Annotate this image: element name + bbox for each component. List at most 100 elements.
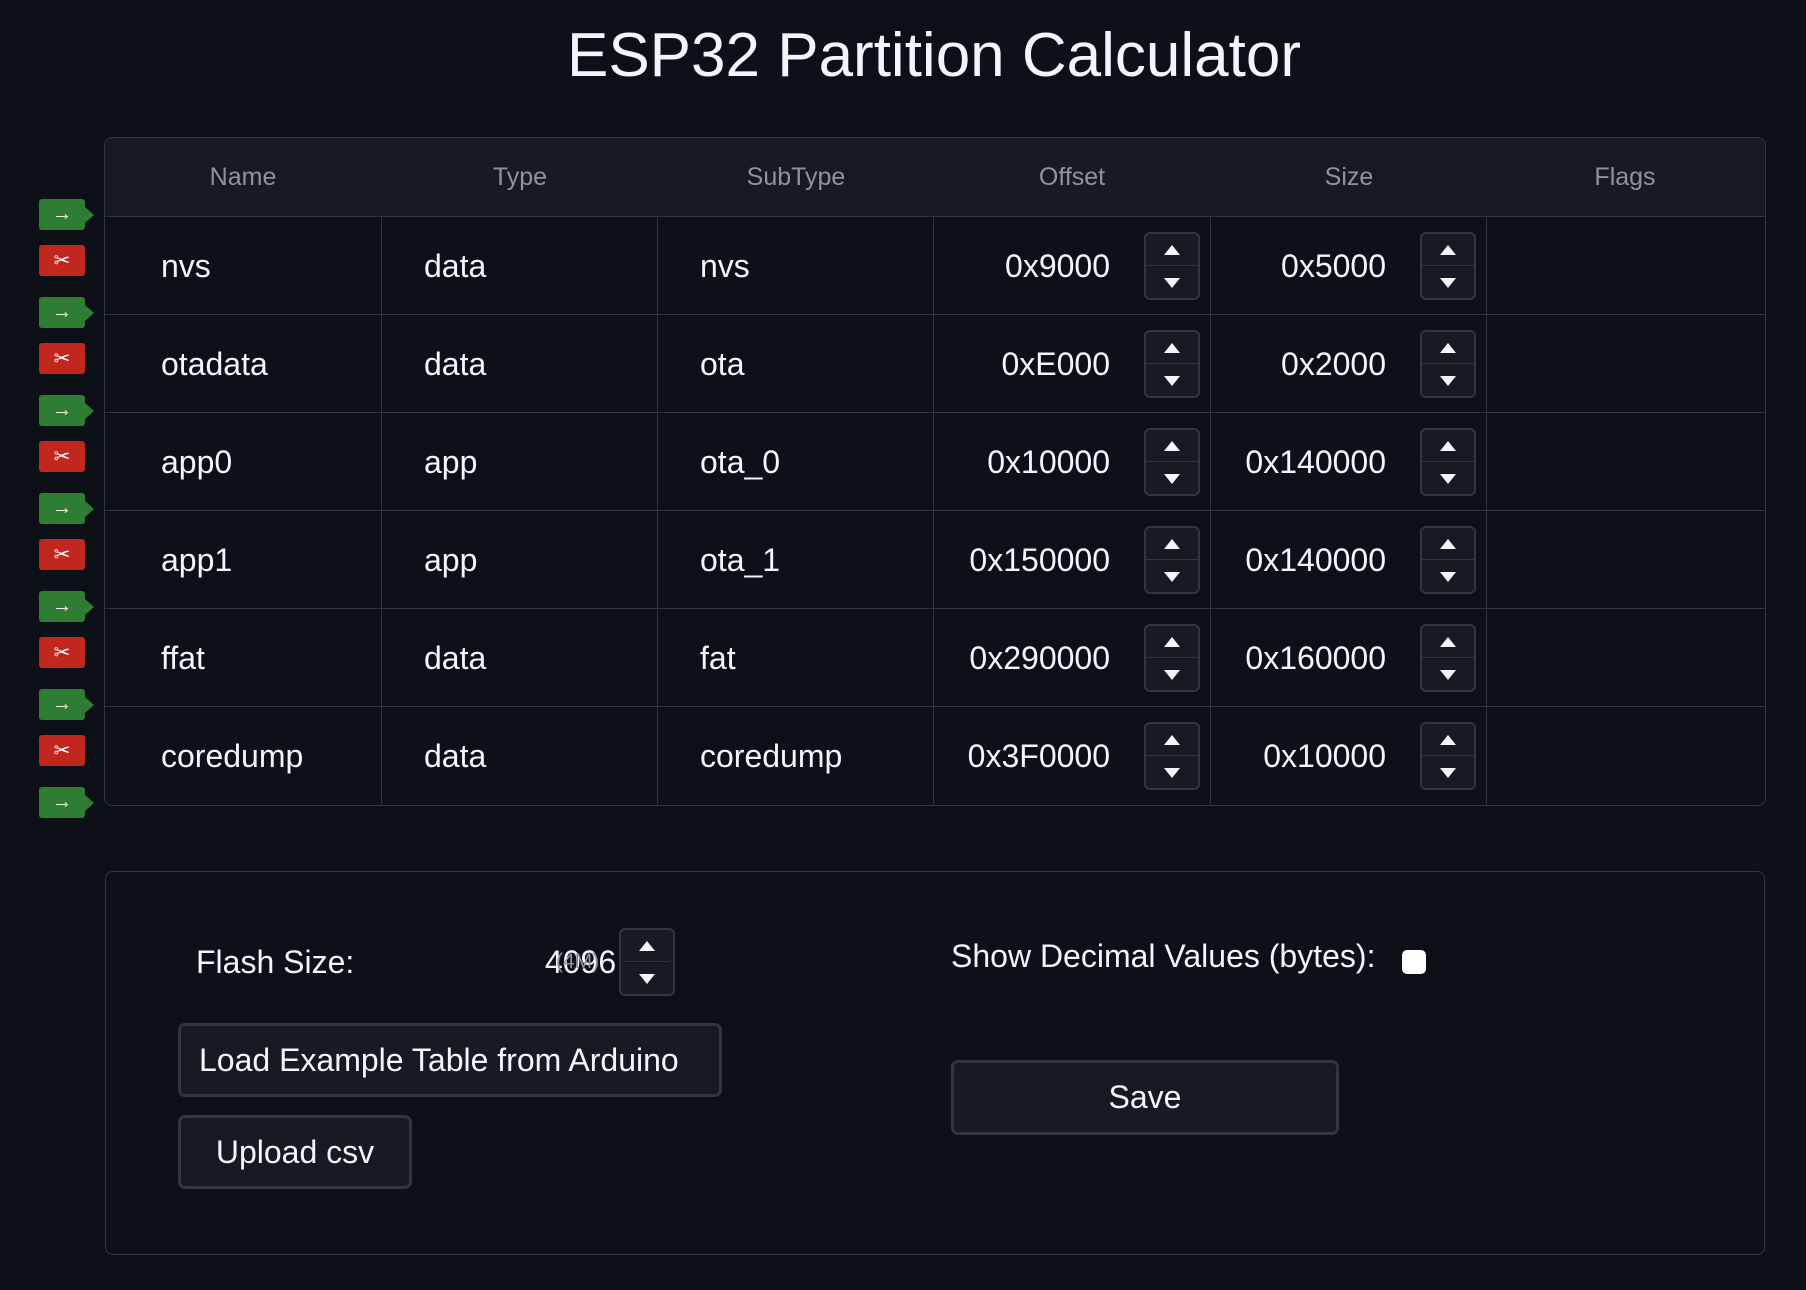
partition-size-cell[interactable]: 0x140000 bbox=[1211, 413, 1487, 511]
offset-stepper[interactable] bbox=[1144, 330, 1200, 398]
size-increment[interactable] bbox=[1422, 528, 1474, 560]
save-button[interactable]: Save bbox=[951, 1060, 1339, 1135]
offset-stepper[interactable] bbox=[1144, 428, 1200, 496]
size-stepper[interactable] bbox=[1420, 428, 1476, 496]
offset-increment[interactable] bbox=[1146, 724, 1198, 756]
partition-flags-cell[interactable] bbox=[1487, 413, 1763, 511]
partition-offset-cell[interactable]: 0xE000 bbox=[934, 315, 1211, 413]
flash-size-decrement[interactable] bbox=[621, 963, 673, 995]
partition-flags-cell[interactable] bbox=[1487, 511, 1763, 609]
partition-name-cell[interactable]: ffat bbox=[105, 609, 382, 707]
offset-decrement[interactable] bbox=[1146, 267, 1198, 299]
partition-subtype-cell[interactable]: ota_1 bbox=[658, 511, 934, 609]
partition-size-cell[interactable]: 0x5000 bbox=[1211, 217, 1487, 315]
offset-increment[interactable] bbox=[1146, 528, 1198, 560]
size-decrement[interactable] bbox=[1422, 463, 1474, 495]
insert-row-button[interactable]: → bbox=[39, 395, 94, 426]
remove-row-button[interactable]: ✂ bbox=[39, 637, 85, 668]
offset-stepper[interactable] bbox=[1144, 722, 1200, 790]
partition-size-cell[interactable]: 0x140000 bbox=[1211, 511, 1487, 609]
partition-type-cell[interactable]: data bbox=[382, 707, 658, 805]
partition-flags-cell[interactable] bbox=[1487, 217, 1763, 315]
insert-row-button[interactable]: → bbox=[39, 493, 94, 524]
insert-row-button[interactable]: → bbox=[39, 199, 94, 230]
partition-offset-cell[interactable]: 0x10000 bbox=[934, 413, 1211, 511]
upload-csv-button[interactable]: Upload csv bbox=[178, 1115, 412, 1189]
offset-decrement[interactable] bbox=[1146, 463, 1198, 495]
size-stepper[interactable] bbox=[1420, 232, 1476, 300]
partition-subtype-cell[interactable]: coredump bbox=[658, 707, 934, 805]
offset-increment[interactable] bbox=[1146, 626, 1198, 658]
remove-row-button[interactable]: ✂ bbox=[39, 735, 85, 766]
insert-row-button[interactable]: → bbox=[39, 689, 94, 720]
partition-type-cell[interactable]: data bbox=[382, 315, 658, 413]
partition-type-cell[interactable]: app bbox=[382, 511, 658, 609]
size-decrement[interactable] bbox=[1422, 365, 1474, 397]
partition-name-cell[interactable]: app1 bbox=[105, 511, 382, 609]
partition-type-cell[interactable]: app bbox=[382, 413, 658, 511]
offset-decrement[interactable] bbox=[1146, 365, 1198, 397]
offset-decrement[interactable] bbox=[1146, 659, 1198, 691]
size-stepper[interactable] bbox=[1420, 526, 1476, 594]
offset-stepper[interactable] bbox=[1144, 232, 1200, 300]
offset-value: 0xE000 bbox=[1001, 346, 1110, 382]
offset-decrement[interactable] bbox=[1146, 561, 1198, 593]
partition-flags-cell[interactable] bbox=[1487, 707, 1763, 805]
size-stepper[interactable] bbox=[1420, 722, 1476, 790]
size-increment[interactable] bbox=[1422, 430, 1474, 462]
flash-size-increment[interactable] bbox=[621, 930, 673, 962]
table-row: ffat data fat 0x290000 0x160000 bbox=[105, 609, 1765, 707]
size-decrement[interactable] bbox=[1422, 659, 1474, 691]
partition-subtype-cell[interactable]: ota bbox=[658, 315, 934, 413]
table-header: Name Type SubType Offset Size Flags bbox=[105, 138, 1765, 217]
remove-row-button[interactable]: ✂ bbox=[39, 539, 85, 570]
load-example-button[interactable]: Load Example Table from Arduino bbox=[178, 1023, 722, 1097]
scissors-icon: ✂ bbox=[53, 544, 71, 566]
insert-row-button[interactable]: → bbox=[39, 591, 94, 622]
partition-type-cell[interactable]: data bbox=[382, 217, 658, 315]
flash-size-input[interactable]: 4096 k bbox=[441, 928, 641, 996]
size-stepper[interactable] bbox=[1420, 330, 1476, 398]
offset-stepper[interactable] bbox=[1144, 624, 1200, 692]
partition-offset-cell[interactable]: 0x290000 bbox=[934, 609, 1211, 707]
partition-name-cell[interactable]: nvs bbox=[105, 217, 382, 315]
insert-row-button[interactable]: → bbox=[39, 297, 94, 328]
partition-offset-cell[interactable]: 0x150000 bbox=[934, 511, 1211, 609]
partition-name-cell[interactable]: app0 bbox=[105, 413, 382, 511]
size-decrement[interactable] bbox=[1422, 757, 1474, 789]
remove-row-button[interactable]: ✂ bbox=[39, 343, 85, 374]
offset-stepper[interactable] bbox=[1144, 526, 1200, 594]
chevron-down-icon bbox=[639, 974, 655, 984]
offset-decrement[interactable] bbox=[1146, 757, 1198, 789]
partition-name-cell[interactable]: coredump bbox=[105, 707, 382, 805]
partition-subtype-cell[interactable]: nvs bbox=[658, 217, 934, 315]
size-increment[interactable] bbox=[1422, 724, 1474, 756]
remove-row-button[interactable]: ✂ bbox=[39, 441, 85, 472]
remove-row-button[interactable]: ✂ bbox=[39, 245, 85, 276]
offset-value: 0x150000 bbox=[969, 542, 1110, 578]
partition-offset-cell[interactable]: 0x3F0000 bbox=[934, 707, 1211, 805]
partition-size-cell[interactable]: 0x2000 bbox=[1211, 315, 1487, 413]
partition-offset-cell[interactable]: 0x9000 bbox=[934, 217, 1211, 315]
size-stepper[interactable] bbox=[1420, 624, 1476, 692]
partition-flags-cell[interactable] bbox=[1487, 315, 1763, 413]
insert-row-button[interactable]: → bbox=[39, 787, 94, 818]
partition-subtype-cell[interactable]: fat bbox=[658, 609, 934, 707]
size-decrement[interactable] bbox=[1422, 561, 1474, 593]
partition-type-cell[interactable]: data bbox=[382, 609, 658, 707]
offset-increment[interactable] bbox=[1146, 430, 1198, 462]
partition-size-cell[interactable]: 0x160000 bbox=[1211, 609, 1487, 707]
size-decrement[interactable] bbox=[1422, 267, 1474, 299]
partition-name-cell[interactable]: otadata bbox=[105, 315, 382, 413]
offset-increment[interactable] bbox=[1146, 234, 1198, 266]
partition-flags-cell[interactable] bbox=[1487, 609, 1763, 707]
chevron-up-icon bbox=[1164, 244, 1180, 255]
offset-increment[interactable] bbox=[1146, 332, 1198, 364]
flash-size-stepper[interactable] bbox=[619, 928, 675, 996]
show-decimal-checkbox[interactable] bbox=[1402, 950, 1426, 974]
size-increment[interactable] bbox=[1422, 626, 1474, 658]
partition-subtype-cell[interactable]: ota_0 bbox=[658, 413, 934, 511]
size-increment[interactable] bbox=[1422, 332, 1474, 364]
partition-size-cell[interactable]: 0x10000 bbox=[1211, 707, 1487, 805]
size-increment[interactable] bbox=[1422, 234, 1474, 266]
